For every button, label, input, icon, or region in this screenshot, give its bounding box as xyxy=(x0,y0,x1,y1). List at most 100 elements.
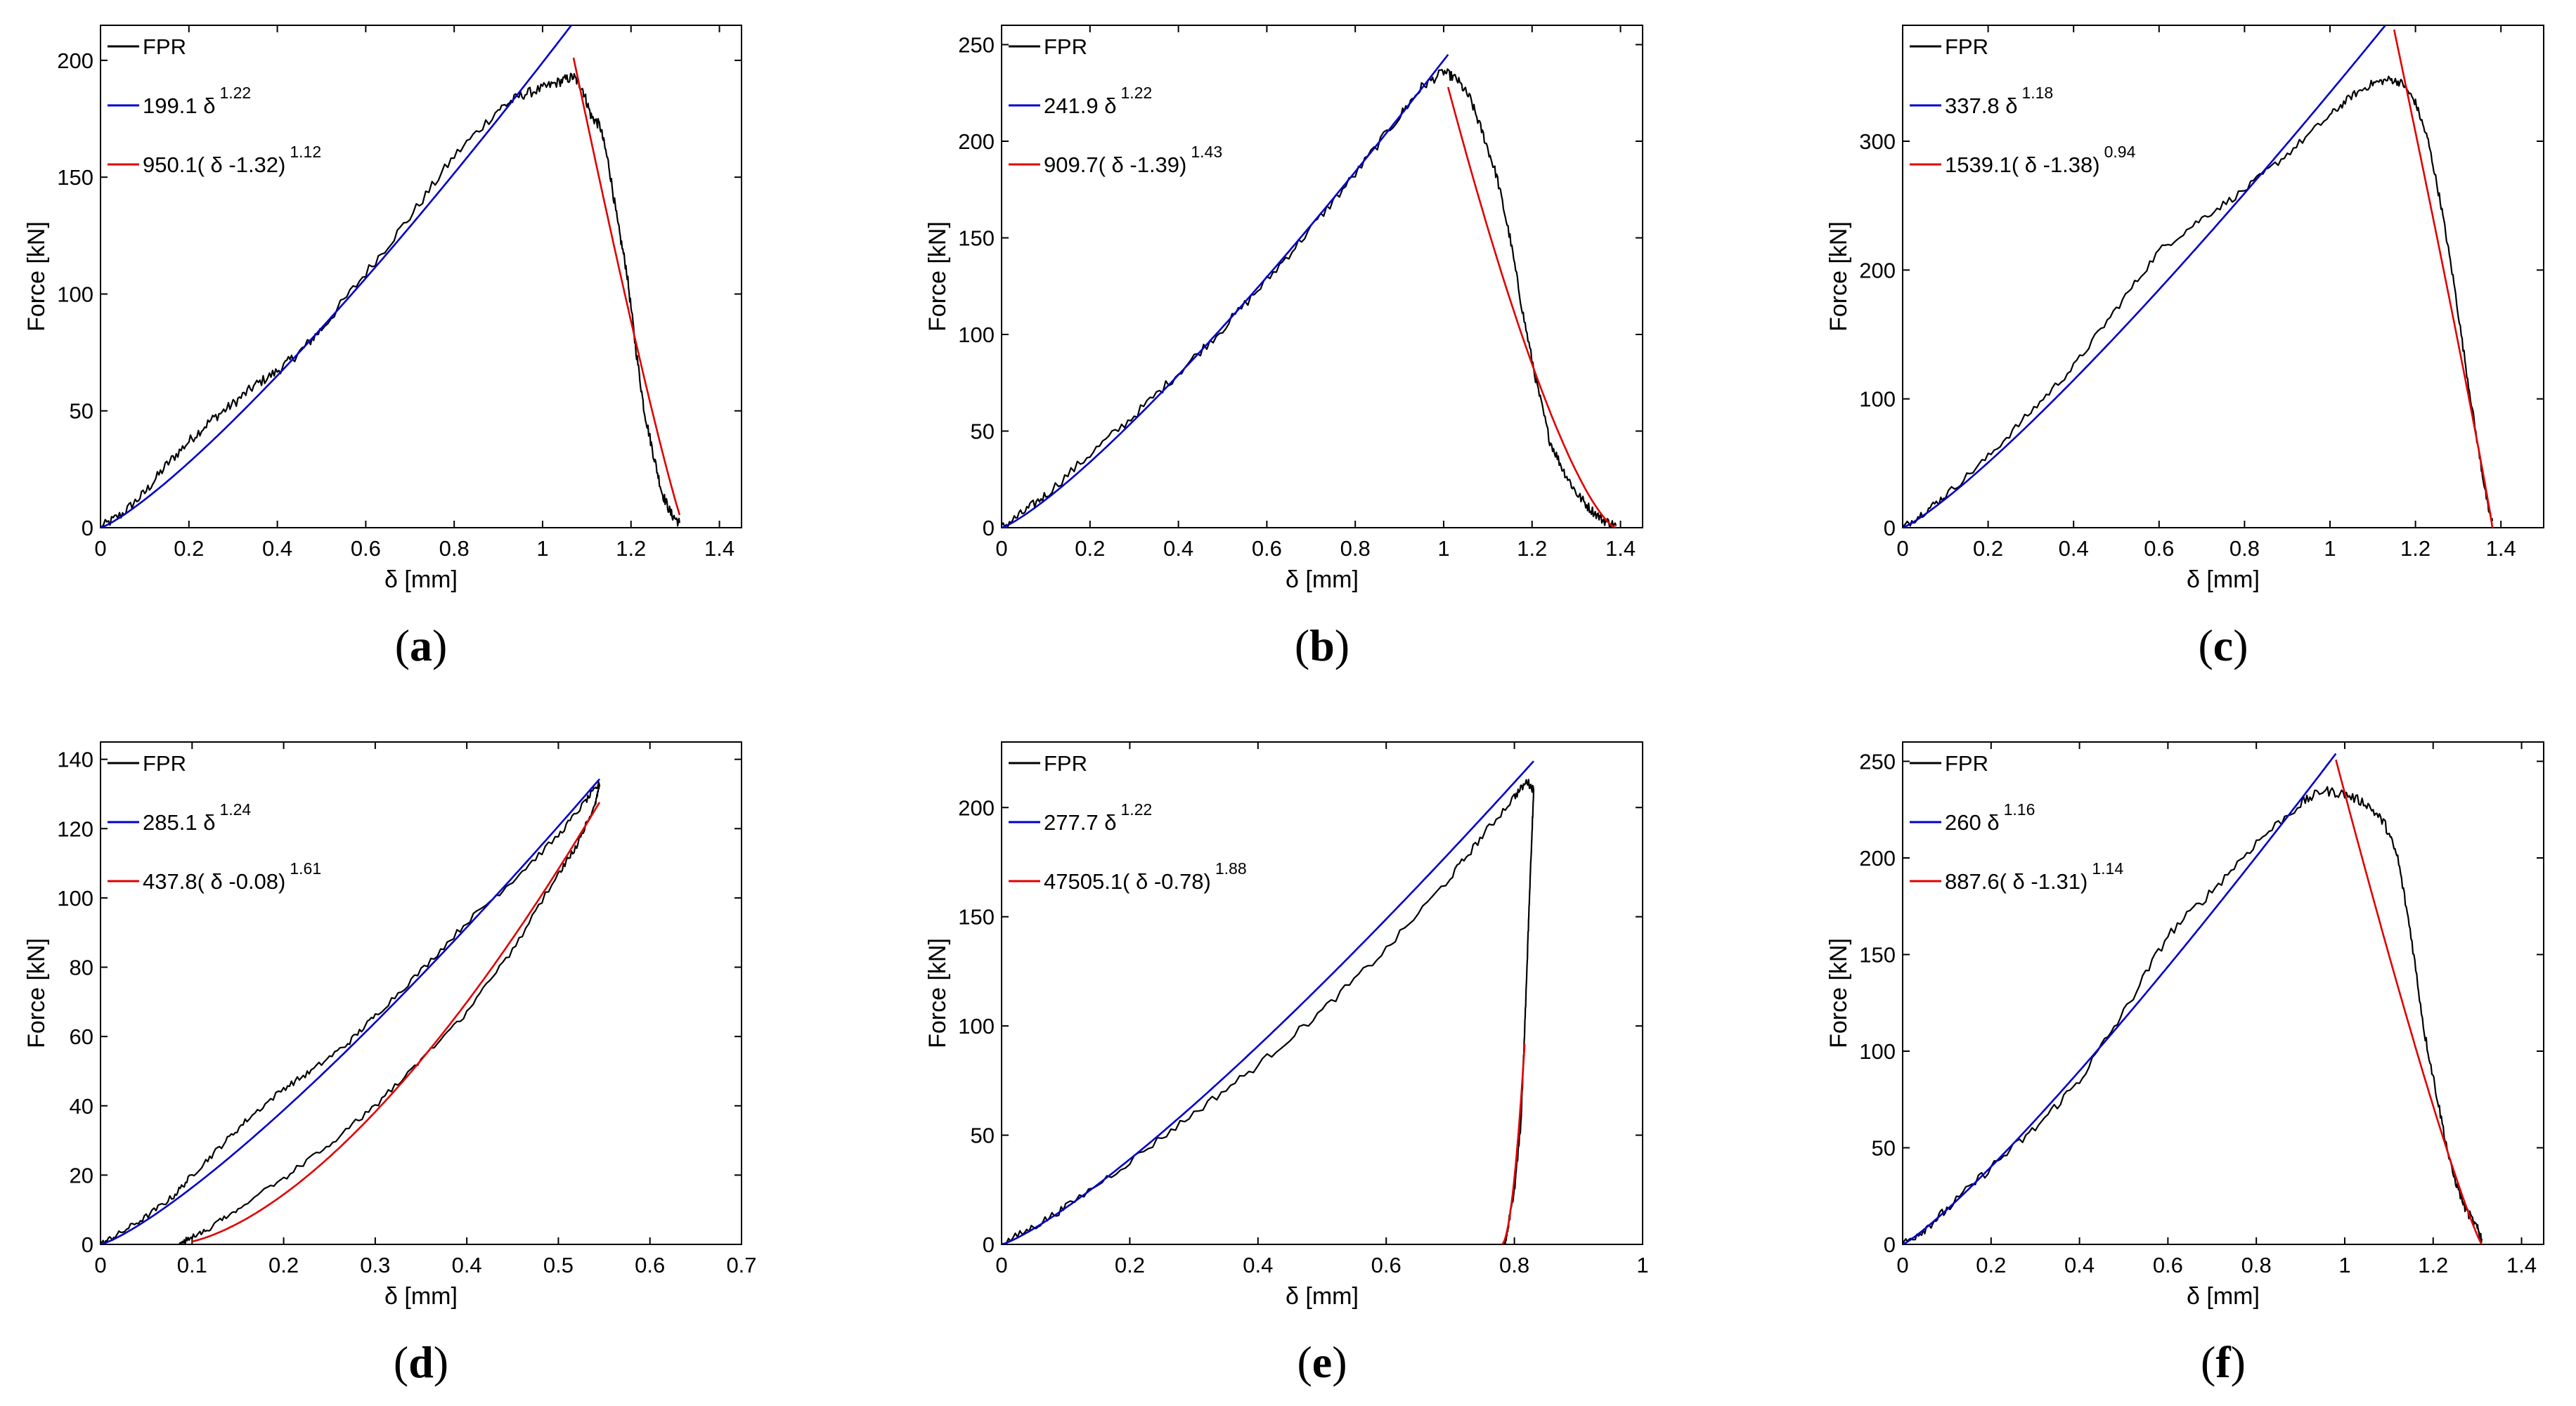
panel-label-letter: e xyxy=(1312,1337,1332,1387)
y-tick-label: 140 xyxy=(57,748,93,772)
y-tick-label: 100 xyxy=(57,886,93,911)
legend-exponent-fit2: 0.94 xyxy=(2104,143,2136,161)
series-fit2-line xyxy=(2393,29,2494,528)
y-tick-label: 100 xyxy=(57,282,93,306)
panel-label-b: (b) xyxy=(1295,620,1350,670)
y-tick-label: 60 xyxy=(70,1024,93,1049)
x-tick-label: 0.8 xyxy=(2241,1253,2272,1277)
legend-exponent-fit1: 1.22 xyxy=(219,84,251,102)
y-tick-label: 40 xyxy=(70,1094,93,1119)
y-tick-label: 0 xyxy=(82,1232,93,1257)
series-fit1-line xyxy=(1002,760,1534,1244)
x-tick-label: 0.4 xyxy=(262,536,292,561)
x-tick-label: 0.4 xyxy=(1243,1253,1273,1277)
legend-exponent-fit1: 1.16 xyxy=(2004,800,2035,819)
x-tick-label: 0.6 xyxy=(351,536,381,561)
legend: FPR 199.1 δ1.22 950.1( δ -1.32) 1.12 xyxy=(108,34,321,177)
panel-label-close: ) xyxy=(2231,1337,2246,1387)
x-tick-label: 0.2 xyxy=(1973,536,2003,561)
panel-label-open: ( xyxy=(1295,620,1309,670)
legend-label-FPR: FPR xyxy=(143,751,186,776)
y-tick-label: 150 xyxy=(57,165,93,190)
panel-label-open: ( xyxy=(1297,1337,1312,1387)
x-tick-label: 0.6 xyxy=(1371,1253,1402,1277)
x-axis-label: δ [mm] xyxy=(384,566,458,593)
x-tick-label: 0.6 xyxy=(1252,536,1282,561)
x-tick-label: 0.6 xyxy=(2153,1253,2183,1277)
chart-panel-a: 0 0.2 0.4 0.6 0.8 1 1.2 1.4 0 50 100 150 200 δ [mm] Fo… xyxy=(23,25,742,593)
panel-label-f: (f) xyxy=(2201,1337,2246,1387)
y-tick-label: 300 xyxy=(1859,129,1896,154)
series-fit1-line xyxy=(1903,25,2387,528)
chart-panel-f: 0 0.2 0.4 0.6 0.8 1 1.2 1.4 0 50 100 150 200 250 δ [mm… xyxy=(1825,741,2544,1310)
y-tick-label: 150 xyxy=(1859,943,1896,968)
legend-exponent-fit1: 1.24 xyxy=(219,800,251,819)
series-fit2-line xyxy=(2335,759,2483,1244)
series-fit1-line xyxy=(101,25,573,528)
panel-label-letter: b xyxy=(1309,620,1335,670)
legend: FPR 260 δ1.16 887.6( δ -1.31)1.14 xyxy=(1910,751,2123,894)
series-FPR-line xyxy=(1903,75,2494,528)
x-tick-label: 0.7 xyxy=(726,1253,756,1277)
x-tick-label: 1 xyxy=(536,536,548,561)
plot-lines xyxy=(101,25,681,528)
legend-label-fit1: 277.7 δ xyxy=(1044,810,1116,835)
series-fit1-line xyxy=(101,778,601,1244)
y-axis-label: Force [kN] xyxy=(924,221,951,332)
panel-label-letter: d xyxy=(408,1337,434,1387)
x-tick-label: 0 xyxy=(94,536,106,561)
x-tick-label: 0 xyxy=(1896,536,1908,561)
y-tick-label: 200 xyxy=(958,129,995,154)
y-tick-label: 150 xyxy=(958,226,995,251)
series-FPR-line xyxy=(1002,779,1535,1244)
x-axis-label: δ [mm] xyxy=(2187,1283,2260,1310)
x-tick-label: 0.4 xyxy=(2059,536,2089,561)
y-axis-label: Force [kN] xyxy=(1825,938,1852,1048)
legend-label-fit2: 437.8( δ -0.08) xyxy=(143,869,285,894)
y-tick-label: 200 xyxy=(57,48,93,73)
x-tick-label: 0.2 xyxy=(1976,1253,2006,1277)
legend-exponent-fit2: 1.14 xyxy=(2092,859,2123,878)
panel-label-e: (e) xyxy=(1297,1337,1347,1387)
panel-label-close: ) xyxy=(2233,620,2248,670)
legend-label-FPR: FPR xyxy=(143,34,186,59)
legend-exponent-fit1: 1.22 xyxy=(1120,84,1152,102)
panel-label-close: ) xyxy=(432,620,447,670)
legend-label-FPR: FPR xyxy=(1044,751,1087,776)
legend-label-fit1: 260 δ xyxy=(1945,810,2000,835)
y-tick-label: 50 xyxy=(1872,1136,1896,1161)
x-axis-label: δ [mm] xyxy=(384,1283,458,1310)
legend: FPR 337.8 δ1.18 1539.1( δ -1.38)0.94 xyxy=(1910,34,2136,177)
legend-exponent-fit1: 1.18 xyxy=(2021,84,2053,102)
x-tick-label: 1 xyxy=(2338,1253,2350,1277)
panel-label-open: ( xyxy=(2198,620,2213,670)
y-axis-label: Force [kN] xyxy=(23,938,50,1048)
plot-lines xyxy=(101,778,601,1244)
x-tick-label: 0.8 xyxy=(1499,1253,1529,1277)
plot-lines xyxy=(1002,53,1617,528)
y-tick-label: 100 xyxy=(958,323,995,347)
chart-panel-b: 0 0.2 0.4 0.6 0.8 1 1.2 1.4 0 50 100 150 200 250 δ [mm… xyxy=(924,25,1643,593)
panel-label-open: ( xyxy=(395,620,410,670)
legend-exponent-fit2: 1.43 xyxy=(1191,143,1222,161)
x-tick-label: 1 xyxy=(1437,536,1449,561)
x-tick-label: 1.2 xyxy=(2418,1253,2448,1277)
plot-lines xyxy=(1903,25,2494,528)
legend: FPR 277.7 δ1.22 47505.1( δ -0.78)1.88 xyxy=(1009,751,1247,894)
y-tick-label: 80 xyxy=(70,956,93,980)
series-fit1-line xyxy=(1903,753,2337,1244)
x-tick-label: 0.6 xyxy=(635,1253,665,1277)
chart-panel-d: 0 0.1 0.2 0.3 0.4 0.5 0.6 0.7 0 20 40 60 80 100 120 140… xyxy=(23,741,757,1310)
y-tick-label: 0 xyxy=(1884,516,1896,540)
x-tick-label: 0.2 xyxy=(174,536,204,561)
series-fit2-line xyxy=(572,57,681,516)
chart-panel-c: 0 0.2 0.4 0.6 0.8 1 1.2 1.4 0 100 200 300 δ [mm] Forc… xyxy=(1825,25,2544,593)
legend-label-FPR: FPR xyxy=(1945,34,1988,59)
y-tick-label: 20 xyxy=(70,1163,93,1187)
y-tick-label: 0 xyxy=(82,516,93,540)
x-tick-label: 0 xyxy=(995,536,1007,561)
x-tick-label: 0.2 xyxy=(268,1253,299,1277)
x-tick-label: 0 xyxy=(995,1253,1007,1277)
series-fit2-line xyxy=(1447,86,1617,528)
y-tick-label: 200 xyxy=(1859,258,1896,282)
